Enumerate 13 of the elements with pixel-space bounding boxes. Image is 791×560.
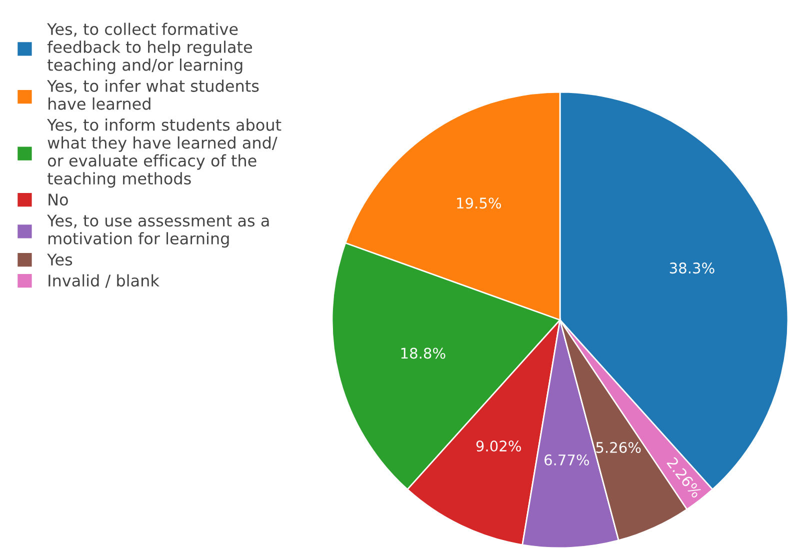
legend-label: No bbox=[48, 194, 68, 206]
legend-label: Yes, to inform students about what they have learned and/ or evaluate efficacy of the teaching methods bbox=[47, 118, 282, 188]
data-label: 38.3% bbox=[670, 262, 714, 274]
data-label: 6.77% bbox=[544, 454, 590, 466]
data-label: 5.26% bbox=[596, 442, 641, 453]
data-label: 19.5% bbox=[457, 198, 502, 209]
data-label: 18.8% bbox=[401, 348, 446, 359]
legend-label: Invalid / blank bbox=[48, 274, 160, 288]
legend-label: Yes, to infer what students have learned bbox=[47, 80, 259, 110]
legend-label: Yes, to use assessment as a motivation for learning bbox=[47, 214, 269, 248]
legend-label: Yes, to collect formative feedback to help regulate teaching and/or learning bbox=[47, 22, 252, 74]
data-label: 9.02% bbox=[476, 440, 521, 452]
legend-label: Yes bbox=[47, 254, 72, 266]
